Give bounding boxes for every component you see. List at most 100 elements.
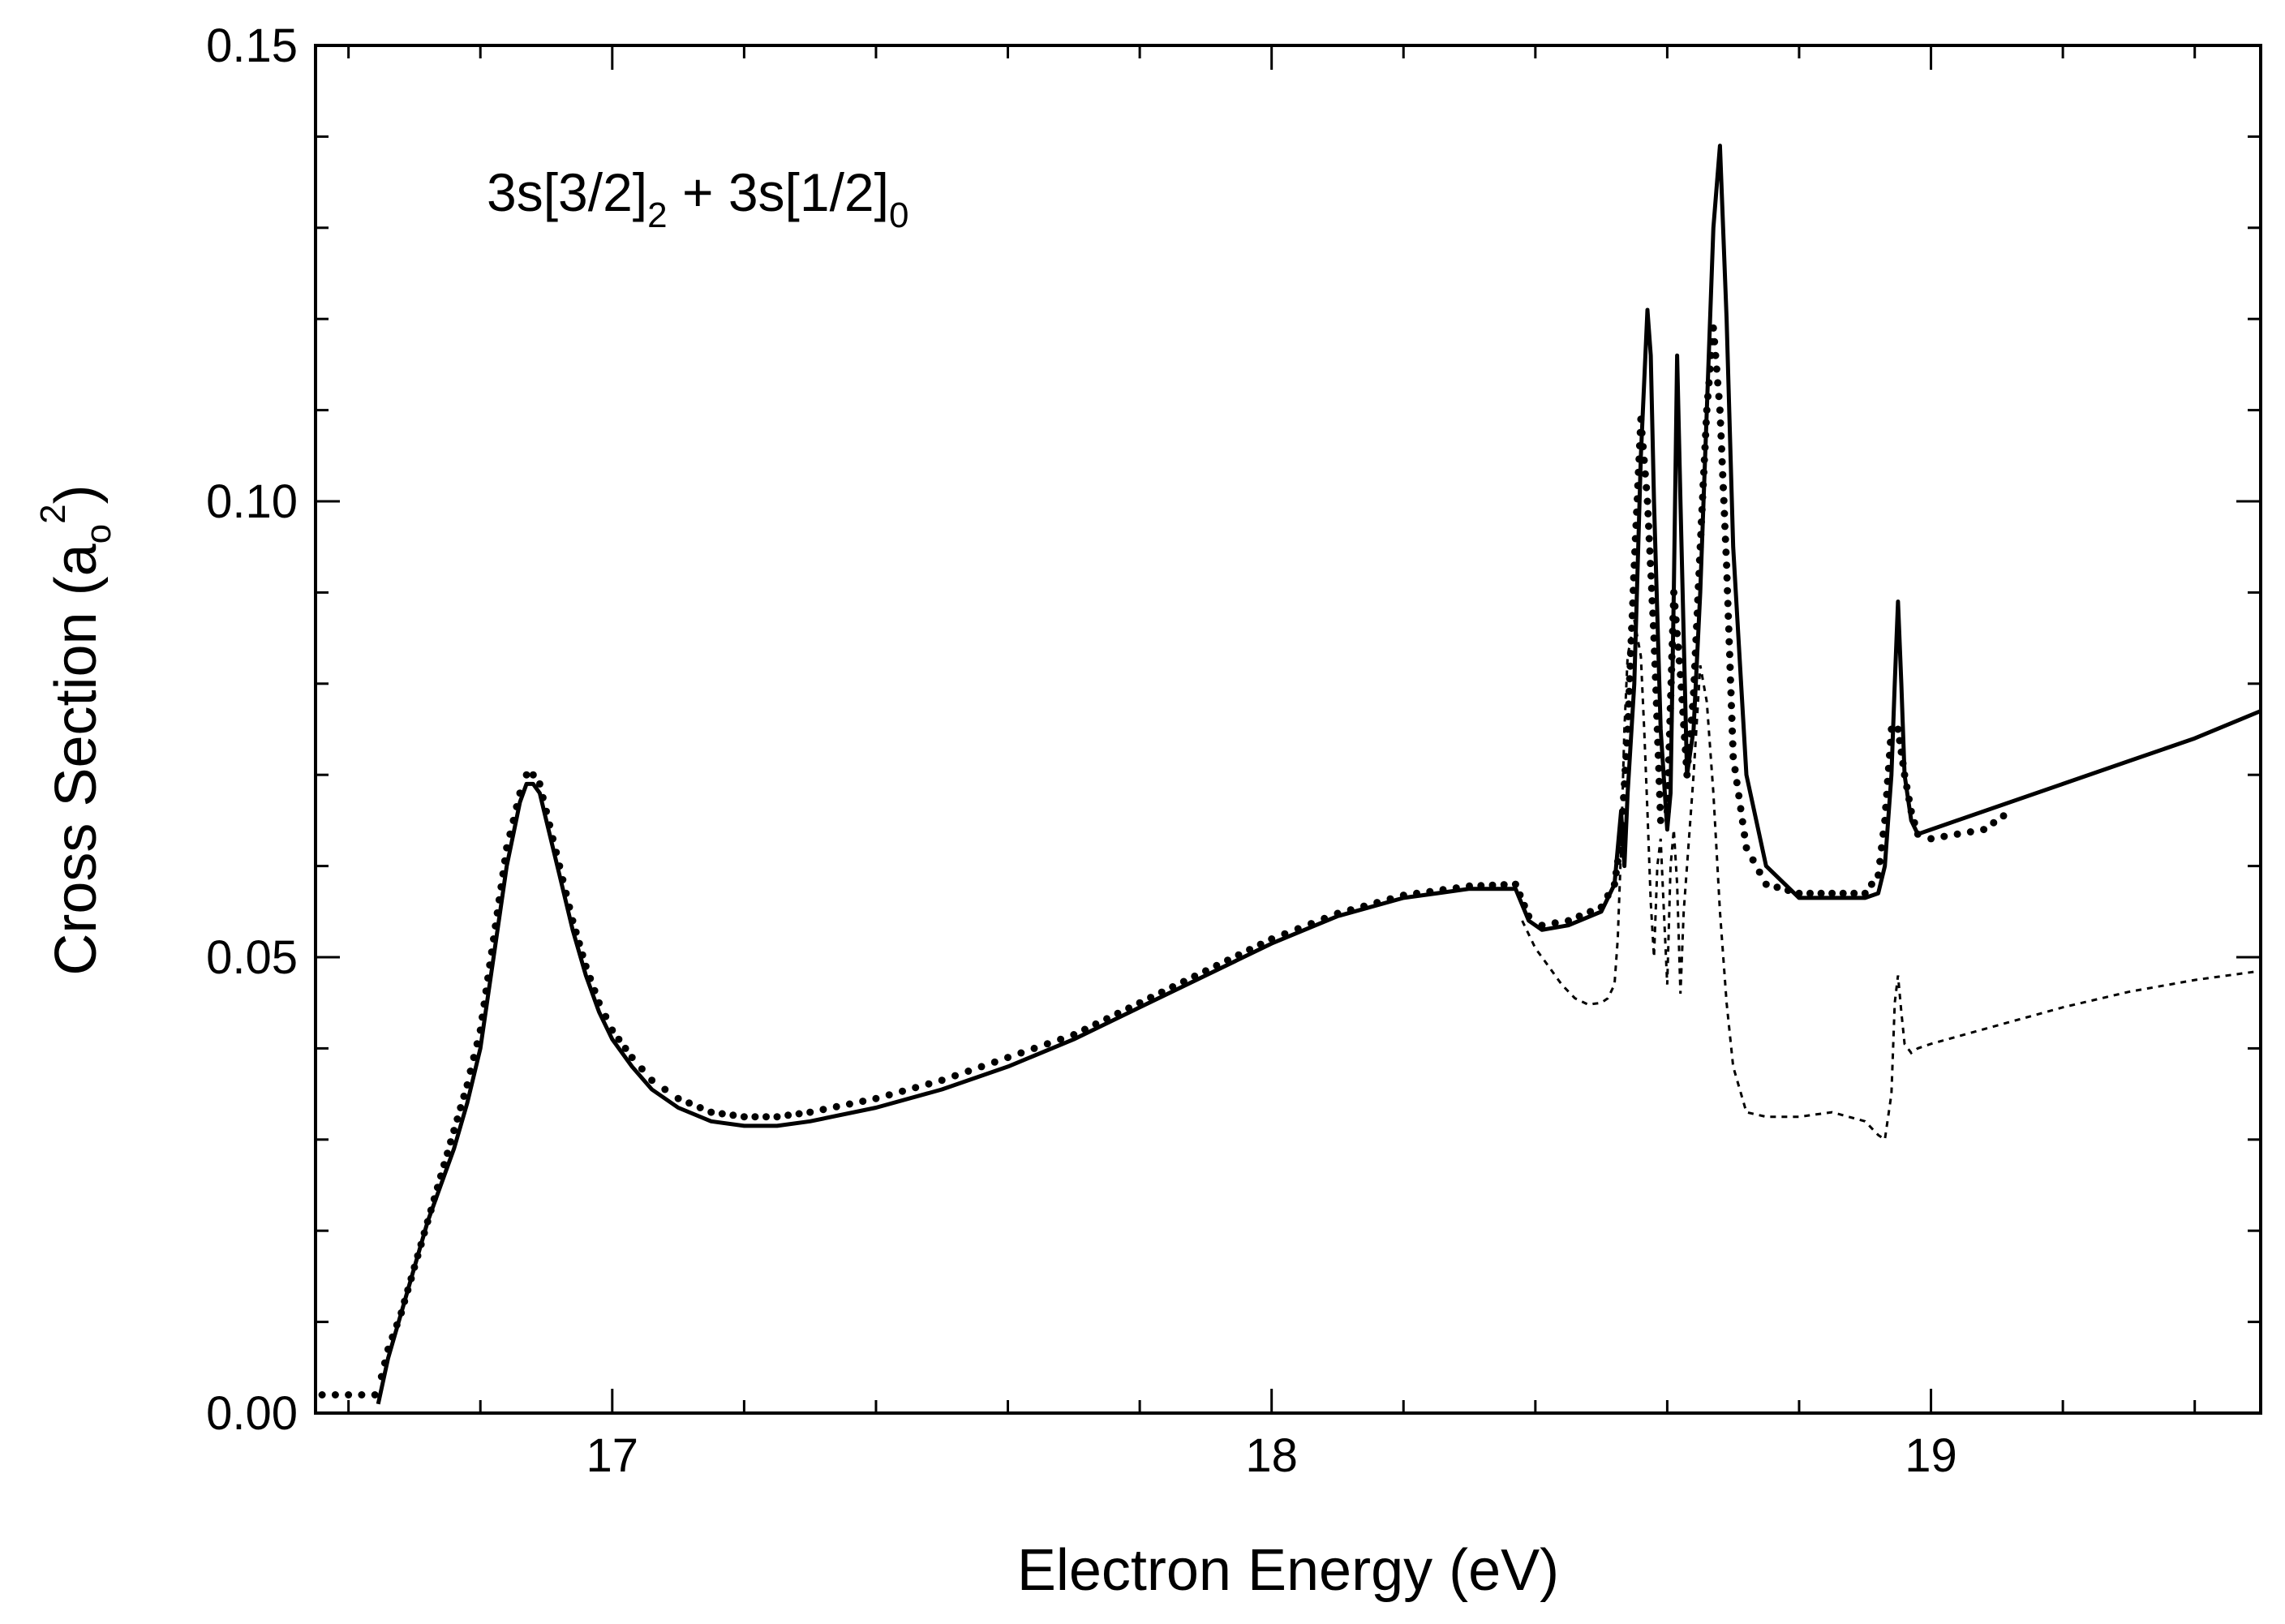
- data-point-marker: [1681, 733, 1689, 741]
- y-axis-title-sub: o: [79, 524, 118, 543]
- data-point-marker: [1516, 891, 1524, 899]
- data-point-marker: [417, 1240, 425, 1248]
- data-point-marker: [1621, 767, 1630, 775]
- data-point-marker: [1673, 629, 1682, 638]
- data-point-marker: [1667, 691, 1675, 699]
- data-point-marker: [685, 1099, 694, 1107]
- data-point-marker: [1999, 812, 2008, 820]
- data-point-marker: [1696, 543, 1704, 551]
- data-point-marker: [482, 987, 490, 995]
- data-point-marker: [562, 889, 570, 897]
- data-point-marker: [1616, 846, 1623, 854]
- data-point-marker: [575, 939, 583, 947]
- data-point-marker: [1726, 676, 1734, 684]
- data-point-marker: [1665, 730, 1673, 738]
- data-point-marker: [1294, 925, 1302, 933]
- data-point-marker: [751, 1113, 759, 1121]
- data-point-marker: [453, 1115, 462, 1123]
- data-point-marker: [582, 962, 590, 970]
- data-point-marker: [457, 1104, 465, 1111]
- data-point-marker: [1645, 535, 1653, 543]
- data-point-marker: [1092, 1020, 1100, 1028]
- x-tick-label: 17: [586, 1429, 639, 1482]
- data-point-marker: [1637, 415, 1645, 423]
- data-point-marker: [1686, 730, 1694, 738]
- data-point-marker: [1670, 588, 1677, 596]
- data-point-marker: [1633, 508, 1641, 516]
- data-point-marker: [1235, 951, 1243, 959]
- data-point-marker: [1043, 1040, 1051, 1048]
- data-point-marker: [1755, 868, 1763, 876]
- data-point-marker: [389, 1333, 397, 1341]
- data-point-marker: [1690, 689, 1698, 697]
- data-point-marker: [1727, 689, 1735, 697]
- data-point-marker: [899, 1087, 906, 1095]
- data-point-marker: [543, 807, 550, 815]
- data-point-marker: [1652, 686, 1660, 694]
- data-point-marker: [509, 816, 518, 824]
- data-point-marker: [1017, 1049, 1025, 1057]
- data-point-marker: [1452, 884, 1460, 892]
- data-point-marker: [1668, 653, 1676, 661]
- data-point-marker: [1679, 708, 1687, 716]
- data-point-marker: [1634, 468, 1643, 476]
- data-point-marker: [1654, 751, 1662, 759]
- data-point-marker: [1677, 671, 1685, 679]
- data-point-marker: [1125, 1004, 1133, 1012]
- data-point-marker: [1597, 903, 1605, 911]
- data-point-marker: [1641, 470, 1649, 478]
- data-point-marker: [546, 821, 554, 829]
- data-point-marker: [832, 1102, 840, 1111]
- data-point-marker: [1737, 805, 1745, 813]
- data-point-marker: [586, 974, 595, 982]
- data-point-marker: [1731, 766, 1739, 774]
- data-point-marker: [401, 1297, 409, 1305]
- data-point-marker: [1694, 596, 1702, 604]
- y-tick-label: 0.00: [206, 1387, 298, 1440]
- data-point-marker: [556, 862, 564, 870]
- data-point-marker: [1664, 794, 1672, 802]
- data-point-marker: [1653, 725, 1661, 733]
- data-point-marker: [1644, 509, 1652, 518]
- data-point-marker: [615, 1035, 623, 1043]
- data-point-marker: [1654, 738, 1662, 746]
- data-point-marker: [1714, 379, 1722, 387]
- data-point-marker: [1878, 844, 1886, 852]
- data-point-marker: [1565, 917, 1572, 925]
- data-point-marker: [1901, 771, 1909, 779]
- data-point-marker: [1612, 869, 1620, 877]
- data-point-marker: [433, 1184, 441, 1192]
- data-point-marker: [621, 1044, 629, 1052]
- data-point-marker: [1640, 456, 1648, 464]
- data-point-marker: [535, 780, 543, 788]
- data-point-marker: [1905, 795, 1913, 803]
- data-point-marker: [407, 1274, 415, 1282]
- data-point-marker: [384, 1345, 392, 1353]
- data-point-marker: [463, 1081, 471, 1089]
- data-point-marker: [506, 830, 514, 838]
- data-point-marker: [1678, 696, 1686, 703]
- data-point-marker: [1881, 816, 1889, 824]
- data-point-marker: [1667, 679, 1675, 686]
- data-point-marker: [885, 1091, 893, 1099]
- x-tick-label: 19: [1905, 1429, 1957, 1482]
- data-point-marker: [1646, 547, 1654, 555]
- data-point-marker: [1631, 535, 1639, 543]
- data-point-marker: [1466, 882, 1473, 890]
- data-point-marker: [440, 1161, 448, 1169]
- data-point-marker: [1690, 676, 1699, 684]
- data-point-marker: [1698, 518, 1705, 526]
- annotation-part1: 3s[3/2]: [487, 162, 647, 222]
- data-point-marker: [1691, 649, 1699, 657]
- data-point-marker: [529, 771, 537, 779]
- data-point-marker: [1723, 561, 1731, 569]
- data-point-marker: [414, 1252, 422, 1260]
- data-point-marker: [1724, 625, 1733, 633]
- data-point-marker: [1651, 647, 1659, 655]
- data-point-marker: [1080, 1025, 1089, 1033]
- data-point-marker: [1980, 826, 1988, 834]
- data-point-marker: [1709, 324, 1717, 332]
- data-point-marker: [1525, 912, 1533, 920]
